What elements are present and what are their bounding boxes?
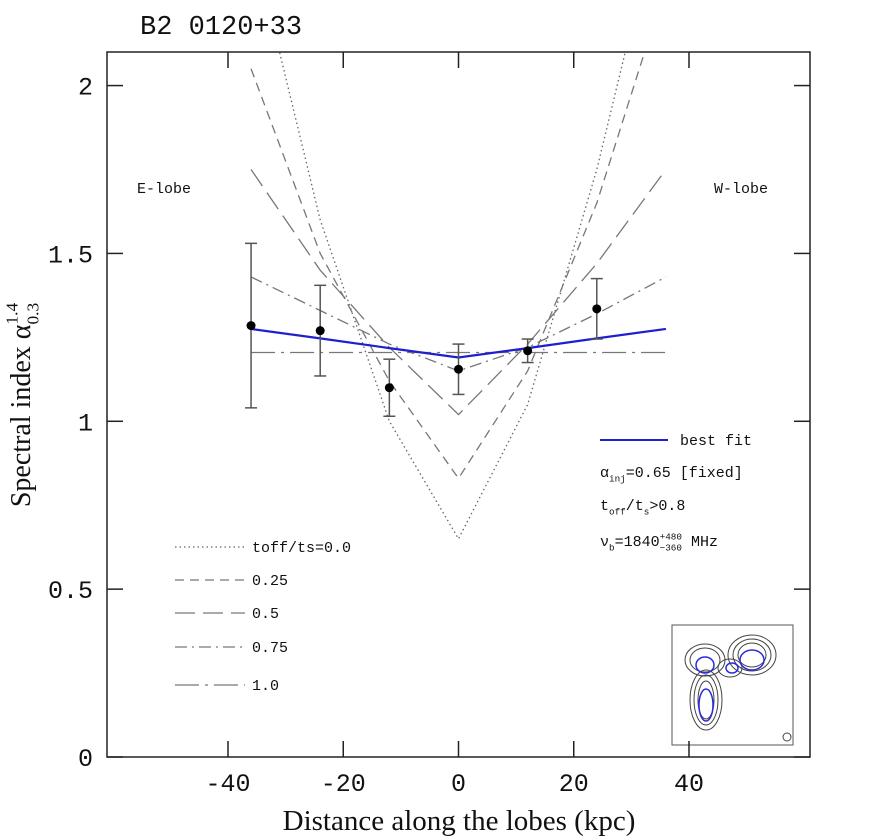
x-tick-label: 0 — [451, 770, 466, 799]
annotation: toff/ts>0.8 — [600, 498, 685, 518]
legend-label: 0.25 — [252, 573, 288, 590]
y-tick-label: 0.5 — [48, 577, 93, 606]
text-part: =0.65 [fixed] — [626, 465, 743, 482]
data-point — [523, 346, 533, 356]
y-tick-label: 1.5 — [48, 241, 93, 270]
x-axis-label: Distance along the lobes (kpc) — [283, 805, 636, 837]
x-tick-label: 40 — [674, 770, 704, 799]
legend-label: 1.0 — [252, 678, 279, 695]
text-part: α — [600, 465, 609, 482]
text-part: −360 — [660, 543, 682, 554]
annotation: E-lobe — [137, 181, 191, 198]
text-part: t — [600, 498, 609, 515]
text-part: b — [609, 543, 615, 554]
data-point — [384, 383, 394, 393]
text-part: 0.3 — [23, 303, 42, 325]
inset-image — [671, 624, 794, 746]
plot-area — [250, 52, 667, 541]
x-tick-label: -20 — [321, 770, 366, 799]
data-point — [246, 321, 256, 331]
legend-label: 0.75 — [252, 640, 288, 657]
text-part: inj — [609, 474, 626, 485]
data-point — [592, 304, 602, 314]
legend-label: best fit — [680, 433, 752, 450]
annotation: αinj=0.65 [fixed] — [600, 465, 743, 485]
data-point — [315, 326, 325, 336]
text-part: 1.4 — [2, 303, 21, 325]
y-tick-label: 1 — [78, 409, 93, 438]
text-part: =1840 — [615, 534, 660, 551]
contours-blue — [695, 649, 765, 722]
text-part: Spectral index α — [6, 324, 37, 507]
text-part: E-lobe — [137, 181, 191, 198]
annotation: νb=1840+480 −360 MHz — [600, 531, 718, 553]
y-tick-label: 2 — [78, 74, 93, 103]
y-axis-label: Spectral index α1.4 0.3 — [2, 303, 42, 508]
model-line — [250, 169, 667, 416]
data-point — [454, 364, 463, 374]
x-tick-label: 20 — [559, 770, 589, 799]
text-part: off — [609, 507, 626, 518]
text-part: s — [644, 507, 650, 518]
text-part: MHz — [682, 534, 718, 551]
model-line — [278, 52, 626, 541]
chart-title: B2 0120+33 — [140, 13, 302, 43]
x-tick-label: -40 — [206, 770, 251, 799]
text-part: ν — [600, 534, 609, 551]
model-line — [250, 52, 646, 480]
text-part: +480 — [660, 531, 682, 542]
legend-label: 0.5 — [252, 606, 279, 623]
annotation: W-lobe — [714, 181, 768, 198]
text-part: >0.8 — [649, 498, 685, 515]
legend-label: toff/ts=0.0 — [252, 540, 351, 557]
contours — [684, 634, 792, 742]
text-part: W-lobe — [714, 181, 768, 198]
text-part: /t — [626, 498, 644, 515]
y-tick-label: 0 — [78, 745, 93, 774]
